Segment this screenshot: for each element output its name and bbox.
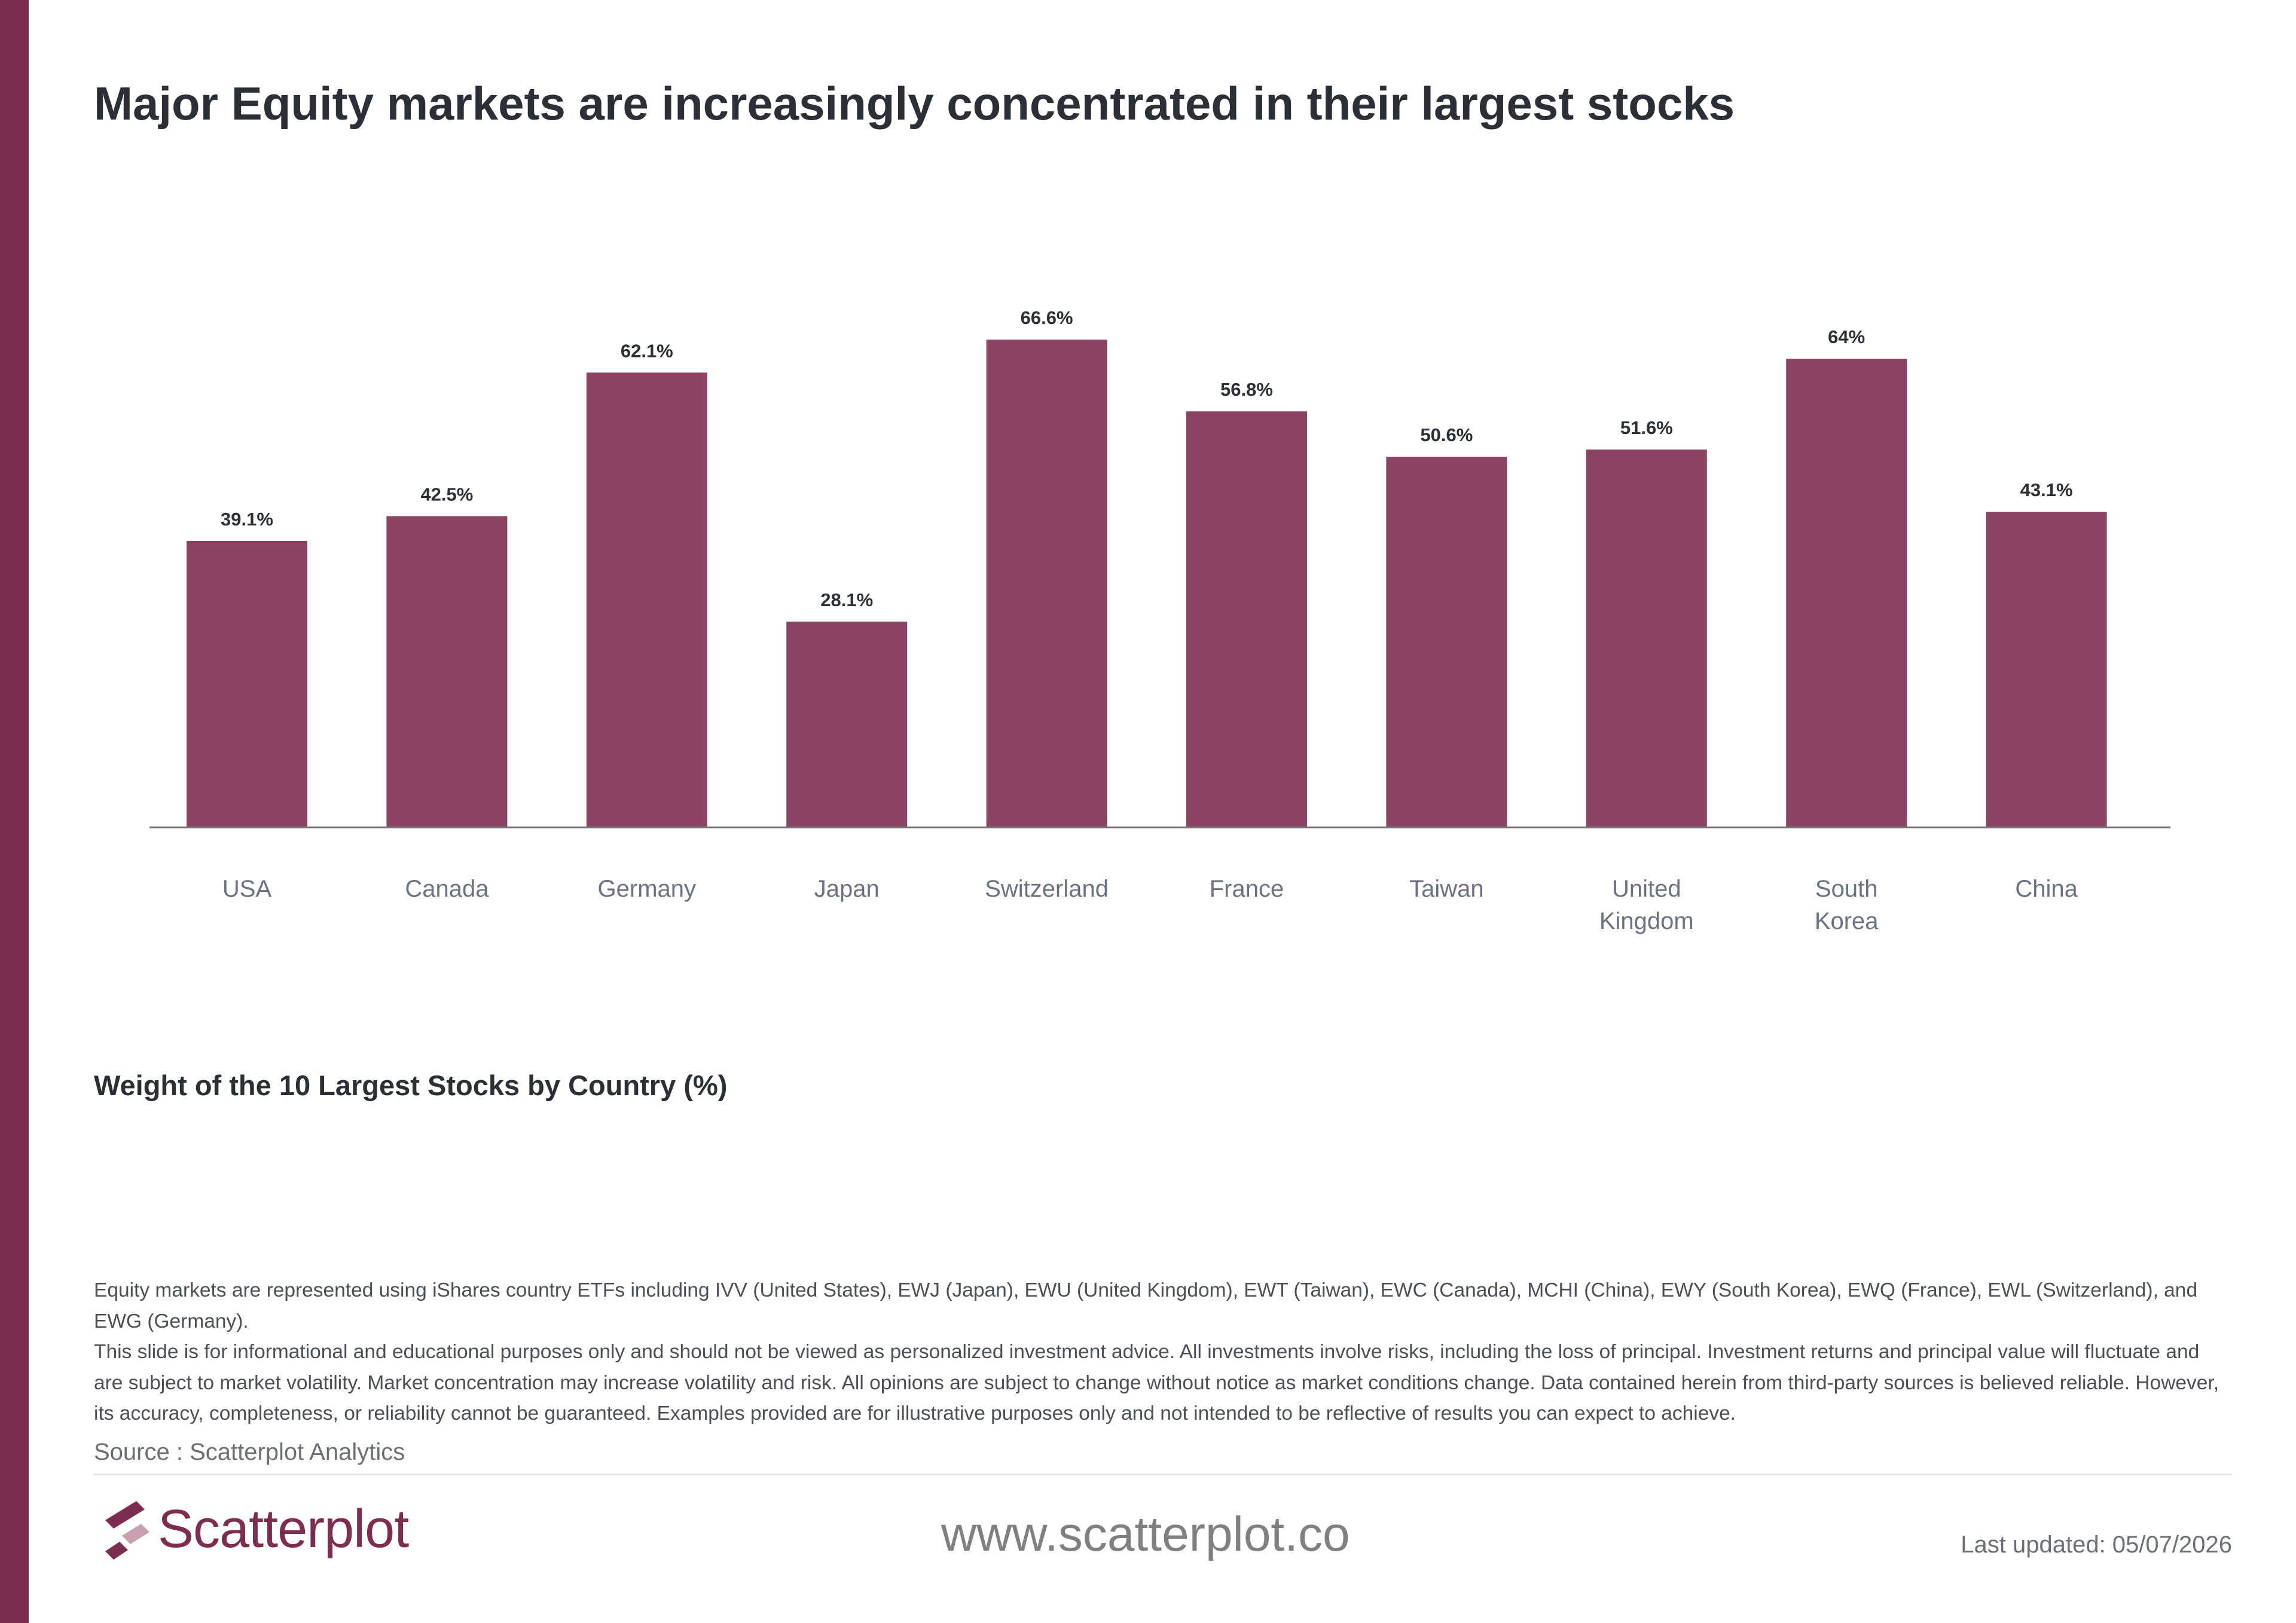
bar-germany	[586, 372, 707, 827]
last-updated: Last updated: 05/07/2026	[1961, 1532, 2232, 1558]
bar-canada	[386, 516, 508, 827]
x-tick-label: Japan	[814, 876, 880, 902]
accent-side-bar	[0, 0, 29, 1623]
bar-value-label: 42.5%	[420, 484, 473, 505]
bar-united-kingdom	[1586, 449, 1707, 827]
bar-chart: 39.1% USA 42.5% Canada 62.1% Germany 28.1% Japa…	[149, 307, 2170, 934]
bars-layer: 39.1% USA 42.5% Canada 62.1% Germany 28.1% Japa…	[187, 307, 2107, 934]
bar-value-label: 50.6%	[1420, 424, 1473, 445]
bar-value-label: 56.8%	[1220, 379, 1273, 400]
x-tick-label: Korea	[1815, 908, 1879, 934]
brand-logo[interactable]: Scatterplot	[102, 1497, 409, 1561]
x-tick-label: China	[2015, 876, 2078, 902]
website-link[interactable]: www.scatterplot.co	[941, 1507, 1350, 1561]
bar-value-label: 39.1%	[221, 509, 273, 530]
footnote: Equity markets are represented using iSh…	[94, 1275, 2222, 1429]
x-tick-label: Canada	[405, 876, 489, 902]
x-tick-label: South	[1815, 876, 1878, 902]
x-tick-label: Kingdom	[1599, 908, 1694, 934]
page-title: Major Equity markets are increasingly co…	[94, 77, 1735, 130]
bar-value-label: 66.6%	[1021, 307, 1073, 328]
bar-value-label: 28.1%	[820, 589, 873, 610]
bar-value-label: 62.1%	[621, 340, 673, 361]
bar-switzerland	[986, 340, 1107, 827]
scatterplot-logo-icon	[105, 1501, 149, 1560]
footnote-etf-note: Equity markets are represented using iSh…	[94, 1279, 2198, 1332]
bar-china	[1986, 512, 2107, 827]
brand-name: Scatterplot	[158, 1499, 409, 1559]
x-tick-label: France	[1210, 876, 1284, 902]
bar-value-label: 64%	[1828, 326, 1865, 347]
x-tick-label: Germany	[598, 876, 697, 902]
bar-taiwan	[1386, 457, 1507, 827]
bar-value-label: 51.6%	[1620, 417, 1673, 438]
footnote-disclaimer: This slide is for informational and educ…	[94, 1341, 2219, 1425]
bar-france	[1186, 411, 1307, 827]
source-note: Source : Scatterplot Analytics	[94, 1439, 405, 1465]
x-tick-label: Switzerland	[985, 876, 1109, 902]
x-tick-label: USA	[222, 876, 272, 902]
bar-value-label: 43.1%	[2020, 479, 2073, 500]
footer-divider	[94, 1474, 2232, 1475]
x-tick-label: United	[1612, 876, 1681, 902]
bar-south-korea	[1786, 359, 1907, 827]
bar-japan	[786, 621, 908, 827]
chart-subtitle: Weight of the 10 Largest Stocks by Count…	[94, 1069, 728, 1101]
x-tick-label: Taiwan	[1409, 876, 1484, 902]
bar-usa	[187, 541, 307, 827]
